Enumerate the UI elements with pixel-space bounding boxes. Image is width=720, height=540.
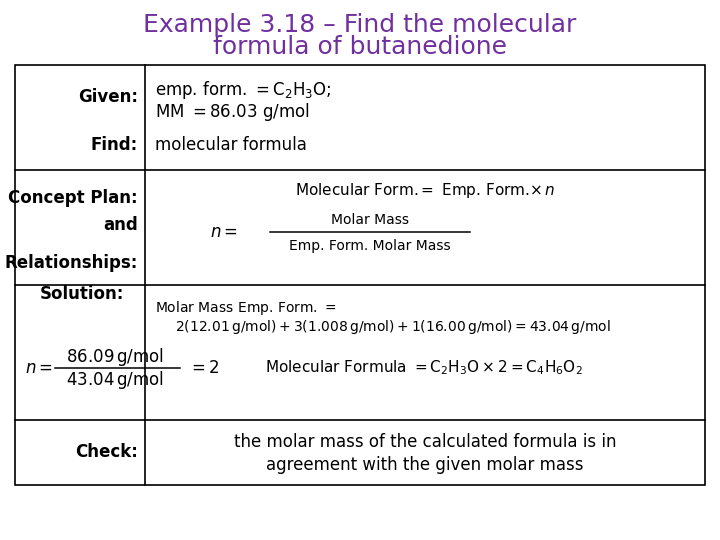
Text: the molar mass of the calculated formula is in: the molar mass of the calculated formula…	[234, 433, 616, 451]
Bar	[15, 65, 705, 485]
Text: Solution:: Solution:	[40, 285, 125, 303]
Text: Emp. Form. Molar Mass: Emp. Form. Molar Mass	[289, 239, 451, 253]
Text: Check:: Check:	[75, 443, 138, 461]
Text: $= 2$: $= 2$	[188, 359, 220, 377]
Text: Given:: Given:	[78, 88, 138, 106]
Text: MM $= 86.03$ g/mol: MM $= 86.03$ g/mol	[155, 101, 310, 123]
Text: $n=$: $n=$	[210, 223, 238, 241]
Text: Molecular Form.$=$ Emp. Form.$\times \,n$: Molecular Form.$=$ Emp. Form.$\times \,n…	[295, 180, 555, 199]
Text: and: and	[103, 216, 138, 234]
Text: emp. form. $= \mathrm{C_2H_3O}$;: emp. form. $= \mathrm{C_2H_3O}$;	[155, 79, 332, 101]
Text: molecular formula: molecular formula	[155, 136, 307, 154]
Text: $n =$: $n =$	[25, 359, 53, 377]
Text: Relationships:: Relationships:	[4, 254, 138, 272]
Text: Example 3.18 – Find the molecular: Example 3.18 – Find the molecular	[143, 13, 577, 37]
Text: $86.09\,\mathrm{g/mol}$: $86.09\,\mathrm{g/mol}$	[66, 346, 164, 368]
Text: Molar Mass: Molar Mass	[331, 213, 409, 227]
Text: Concept Plan:: Concept Plan:	[9, 189, 138, 207]
Text: $43.04\,\mathrm{g/mol}$: $43.04\,\mathrm{g/mol}$	[66, 369, 164, 391]
Text: agreement with the given molar mass: agreement with the given molar mass	[266, 456, 584, 474]
Text: Molecular Formula $= \mathrm{C_2H_3O} \times 2 = \mathrm{C_4H_6O_2}$: Molecular Formula $= \mathrm{C_2H_3O} \t…	[265, 359, 582, 377]
Text: Molar Mass Emp. Form. $=$: Molar Mass Emp. Form. $=$	[155, 299, 336, 317]
Text: formula of butanedione: formula of butanedione	[213, 35, 507, 59]
Text: $2(12.01\,\mathrm{g/mol}) + 3(1.008\,\mathrm{g/mol}) + 1(16.00\,\mathrm{g/mol}) : $2(12.01\,\mathrm{g/mol}) + 3(1.008\,\ma…	[175, 318, 611, 336]
Text: Find:: Find:	[91, 136, 138, 154]
